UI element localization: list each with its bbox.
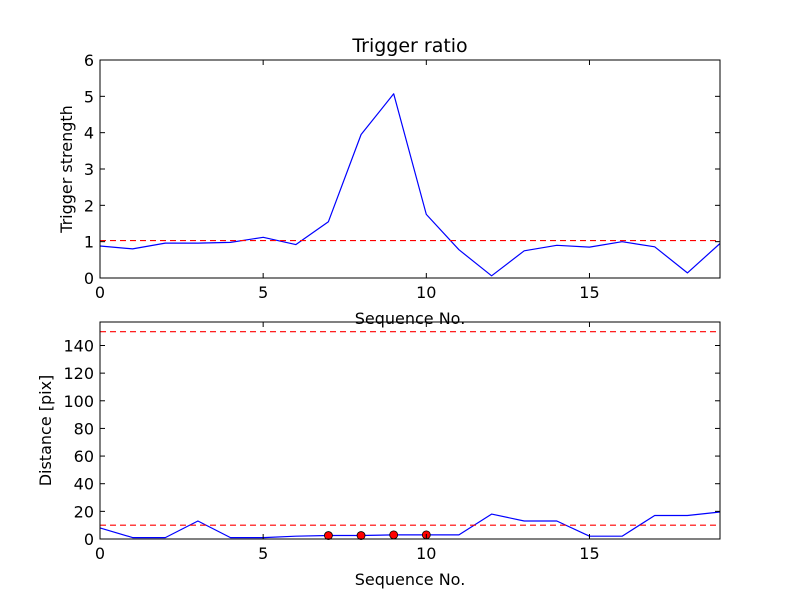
y-tick-label: 60 bbox=[74, 447, 94, 466]
x-tick-label: 0 bbox=[95, 283, 105, 302]
series-line bbox=[99, 511, 721, 539]
y-tick-label: 3 bbox=[84, 160, 94, 179]
x-tick-label: 15 bbox=[579, 544, 599, 563]
chart-title: Trigger ratio bbox=[351, 35, 467, 57]
y-tick-label: 6 bbox=[84, 51, 94, 70]
y-tick-label: 5 bbox=[84, 87, 94, 106]
data-point-marker bbox=[356, 531, 366, 540]
x-tick-label: 10 bbox=[416, 283, 436, 302]
x-axis-label: Sequence No. bbox=[355, 309, 466, 328]
y-tick-label: 80 bbox=[74, 419, 94, 438]
y-tick-label: 1 bbox=[84, 233, 94, 252]
plot-frame bbox=[99, 321, 721, 540]
y-tick-label: 0 bbox=[84, 530, 94, 549]
data-point-marker bbox=[324, 531, 333, 540]
y-tick-label: 40 bbox=[74, 475, 94, 494]
x-tick-label: 5 bbox=[258, 283, 268, 302]
x-tick-label: 0 bbox=[95, 544, 105, 563]
series-line bbox=[99, 93, 721, 277]
data-point-marker bbox=[389, 530, 399, 540]
y-tick-label: 120 bbox=[63, 364, 94, 383]
y-tick-label: 20 bbox=[74, 502, 94, 521]
y-axis-label: Distance [pix] bbox=[36, 375, 55, 487]
y-tick-label: 100 bbox=[63, 392, 94, 411]
y-tick-label: 4 bbox=[84, 124, 94, 143]
y-tick-label: 2 bbox=[84, 196, 94, 215]
trigger-ratio-chart: 0 5 10 15 0 1 2 3 4 5 6 Sequence No. Trigger strengt… bbox=[57, 35, 721, 328]
distance-chart: 0 5 10 15 0 20 40 60 80 100 120 140 Sequence No. Dist… bbox=[36, 321, 721, 589]
x-tick-label: 15 bbox=[579, 283, 599, 302]
y-tick-label: 0 bbox=[84, 269, 94, 288]
x-axis-label: Sequence No. bbox=[355, 570, 466, 589]
y-axis-label: Trigger strength bbox=[57, 105, 76, 234]
x-tick-label: 10 bbox=[416, 544, 436, 563]
x-tick-label: 5 bbox=[258, 544, 268, 563]
y-tick-label: 140 bbox=[63, 336, 94, 355]
